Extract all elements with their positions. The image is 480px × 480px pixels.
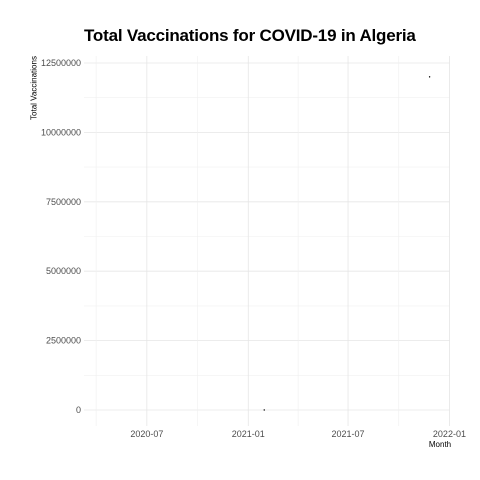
y-tick-label: 7500000 bbox=[46, 197, 81, 207]
y-tick-label: 5000000 bbox=[46, 266, 81, 276]
data-point bbox=[264, 409, 265, 410]
x-tick-label: 2022-01 bbox=[433, 429, 466, 439]
x-tick-label: 2021-01 bbox=[232, 429, 265, 439]
y-tick-label: 2500000 bbox=[46, 336, 81, 346]
y-tick-label: 12500000 bbox=[41, 58, 81, 68]
y-tick-label: 10000000 bbox=[41, 127, 81, 137]
data-point bbox=[429, 76, 430, 77]
x-tick-label: 2020-07 bbox=[130, 429, 163, 439]
x-tick-label: 2021-07 bbox=[332, 429, 365, 439]
y-tick-label: 0 bbox=[76, 405, 81, 415]
